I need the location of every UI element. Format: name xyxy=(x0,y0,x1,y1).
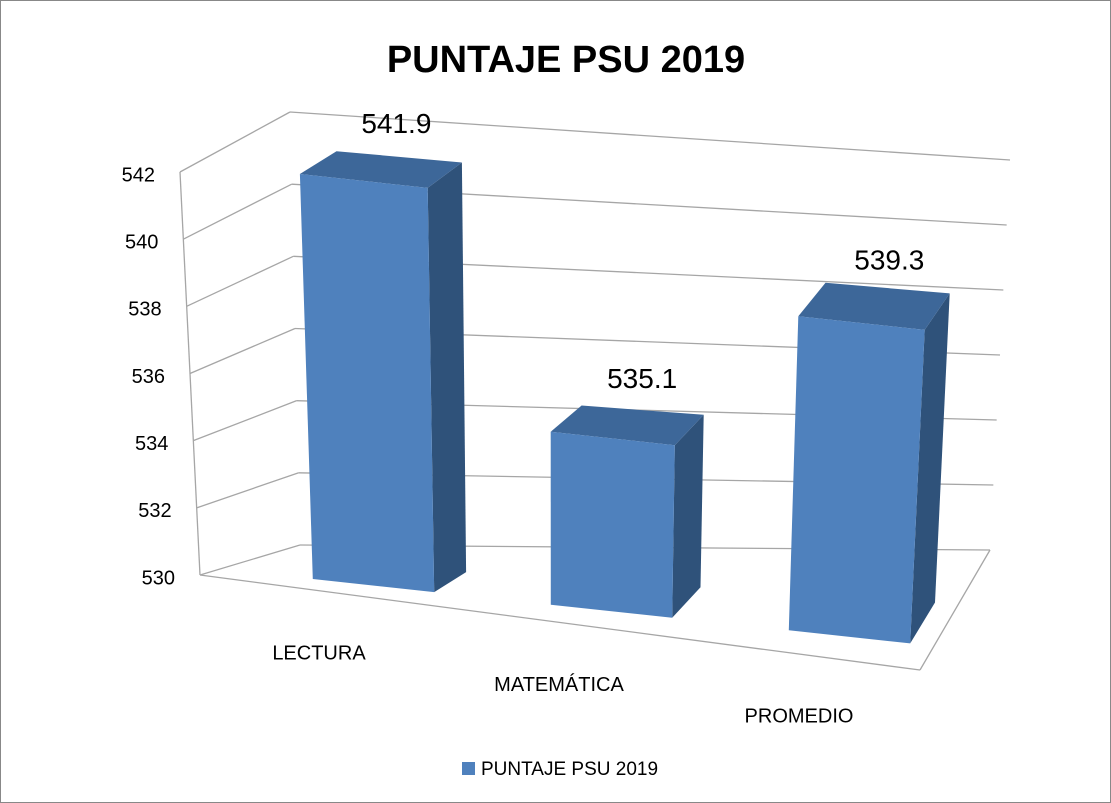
axis-line xyxy=(179,171,201,576)
grid-line xyxy=(189,327,296,375)
grid-line xyxy=(196,472,299,509)
legend-swatch xyxy=(462,762,475,775)
x-tick-label: MATEMÁTICA xyxy=(494,673,624,696)
grid-line xyxy=(193,400,297,442)
y-tick-label: 540 xyxy=(125,231,158,253)
y-tick-label: 530 xyxy=(142,567,175,589)
floor-edge xyxy=(919,549,991,671)
value-label: 535.1 xyxy=(607,363,677,394)
bar xyxy=(550,405,704,618)
bar-front xyxy=(299,174,435,593)
bar-front xyxy=(550,431,675,618)
grid-line xyxy=(289,111,1011,161)
y-tick-label: 534 xyxy=(135,433,168,455)
y-tick-label: 536 xyxy=(132,366,165,388)
y-tick-label: 538 xyxy=(128,299,161,321)
bar-side xyxy=(910,293,950,644)
grid-line xyxy=(179,111,291,173)
chart-title: PUNTAJE PSU 2019 xyxy=(387,39,745,81)
bar-front xyxy=(788,316,925,644)
bar xyxy=(299,151,467,593)
x-tick-label: LECTURA xyxy=(272,642,366,664)
bar-side xyxy=(672,414,704,618)
x-tick-label: PROMEDIO xyxy=(745,706,854,728)
y-tick-label: 532 xyxy=(138,500,171,522)
legend-label: PUNTAJE PSU 2019 xyxy=(481,759,658,780)
bar-top xyxy=(299,151,462,188)
value-label: 539.3 xyxy=(854,244,924,275)
bar-top xyxy=(550,405,704,446)
floor-edge xyxy=(199,574,921,671)
grid-line xyxy=(183,183,292,240)
grid-line xyxy=(199,544,301,576)
y-tick-label: 542 xyxy=(122,164,155,186)
bar-top xyxy=(798,282,950,330)
bar xyxy=(788,282,950,644)
value-label: 541.9 xyxy=(361,108,431,139)
bar-side xyxy=(427,162,467,593)
grid-line xyxy=(186,255,294,307)
